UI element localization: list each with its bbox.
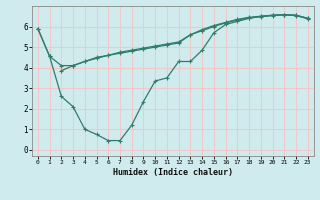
X-axis label: Humidex (Indice chaleur): Humidex (Indice chaleur) — [113, 168, 233, 177]
